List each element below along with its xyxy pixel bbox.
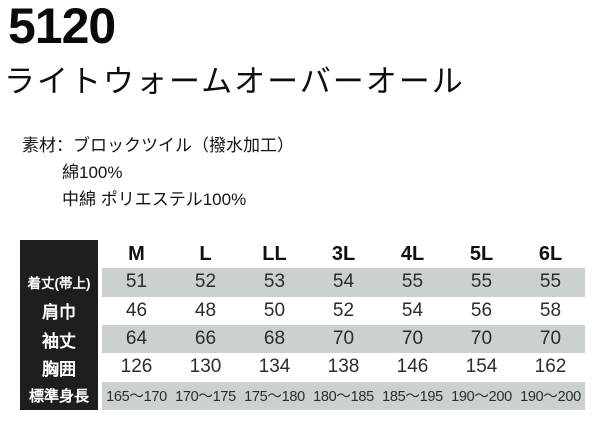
product-code: 5120	[8, 0, 116, 54]
col-header: LL	[262, 242, 287, 265]
size-value: 68	[263, 328, 286, 350]
size-value: 126	[120, 356, 153, 378]
size-value: 55	[539, 271, 562, 293]
size-value: 55	[401, 271, 424, 293]
size-value: 58	[539, 299, 562, 321]
col-header: L	[199, 242, 212, 265]
size-table-data: M L LL 3L 4L 5L 6L 51 52 53 54 55 55 55 …	[102, 240, 585, 410]
size-value: 165〜170	[106, 389, 167, 406]
material-cotton: 綿100%	[62, 163, 123, 182]
size-value: 70	[401, 328, 424, 350]
row-label: 標準身長	[28, 388, 89, 406]
col-header: 6L	[538, 242, 563, 265]
size-value: 50	[263, 299, 286, 321]
size-value: 170〜175	[175, 389, 236, 406]
size-value: 70	[539, 328, 562, 350]
table-row: 165〜170 170〜175 175〜180 180〜185 185〜195 …	[102, 381, 585, 410]
size-value: 130	[189, 356, 222, 378]
material-line-1: 素材： ブロックツイル（撥水加工）	[22, 132, 294, 159]
size-value: 64	[125, 328, 148, 350]
size-value: 146	[396, 356, 429, 378]
indent-spacer	[22, 159, 62, 186]
size-value: 46	[125, 299, 148, 321]
table-row: 126 130 134 138 146 154 162	[102, 353, 585, 381]
table-row: 64 66 68 70 70 70 70	[102, 324, 585, 354]
size-value: 154	[465, 356, 498, 378]
size-value: 52	[194, 271, 217, 293]
col-header: 5L	[469, 242, 494, 265]
row-label: 袖丈	[42, 331, 76, 351]
size-value: 70	[470, 328, 493, 350]
size-value: 48	[194, 299, 217, 321]
size-value: 54	[332, 271, 355, 293]
size-value: 52	[332, 299, 355, 321]
size-value: 134	[258, 356, 291, 378]
row-label: 着丈(帯上)	[27, 276, 91, 292]
size-value: 190〜200	[520, 389, 581, 406]
size-value: 175〜180	[244, 389, 305, 406]
material-line-2: 綿100%	[22, 159, 294, 186]
table-row: 46 48 50 52 54 56 58	[102, 297, 585, 325]
size-value: 138	[327, 356, 360, 378]
col-header: 4L	[400, 242, 425, 265]
material-padding: 中綿 ポリエステル100%	[62, 190, 247, 209]
material-fabric: ブロックツイル（撥水加工）	[73, 136, 294, 155]
size-value: 180〜185	[313, 389, 374, 406]
size-value: 66	[194, 328, 217, 350]
material-label: 素材：	[22, 136, 73, 155]
row-label: 肩巾	[42, 303, 76, 323]
size-value: 56	[470, 299, 493, 321]
size-header-row: M L LL 3L 4L 5L 6L	[102, 240, 585, 269]
size-value: 162	[534, 356, 567, 378]
column-gap	[98, 240, 102, 410]
table-row: 51 52 53 54 55 55 55	[102, 268, 585, 297]
size-value: 54	[401, 299, 424, 321]
material-section: 素材： ブロックツイル（撥水加工） 綿100% 中綿 ポリエステル100%	[22, 132, 294, 213]
col-header: M	[128, 242, 145, 265]
size-value: 70	[332, 328, 355, 350]
size-value: 185〜195	[382, 389, 443, 406]
col-header: 3L	[331, 242, 356, 265]
size-value: 51	[125, 271, 148, 293]
corner-cell	[20, 240, 98, 268]
size-table-label-column: 着丈(帯上) 肩巾 袖丈 胸囲 標準身長	[20, 240, 98, 410]
indent-spacer	[22, 186, 62, 213]
size-table: 着丈(帯上) 肩巾 袖丈 胸囲 標準身長 M L LL 3L 4L 5L 6L …	[20, 240, 585, 410]
product-title: ライトウォームオーバーオール	[4, 64, 465, 99]
size-value: 53	[263, 271, 286, 293]
size-value: 55	[470, 271, 493, 293]
material-line-3: 中綿 ポリエステル100%	[22, 186, 294, 213]
row-label: 胸囲	[42, 359, 76, 379]
size-value: 190〜200	[451, 389, 512, 406]
